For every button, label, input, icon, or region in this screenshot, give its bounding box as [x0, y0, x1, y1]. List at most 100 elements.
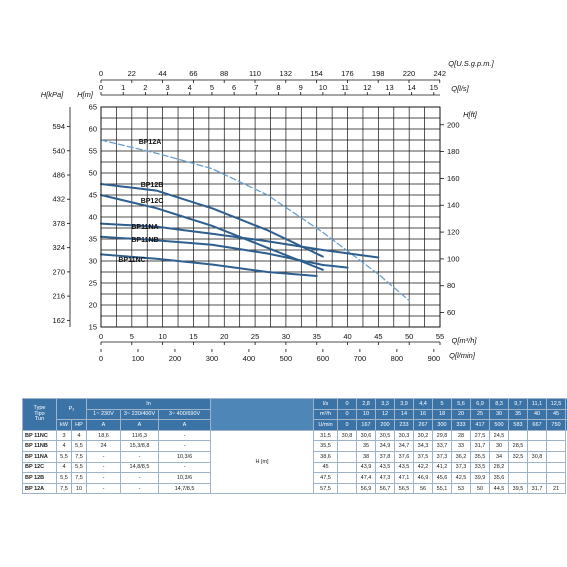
head-value: 34,3: [413, 440, 434, 452]
head-value: 45: [313, 461, 339, 474]
flow-m3h-value: 40: [527, 408, 548, 421]
tick-label-ls: 12: [363, 83, 371, 92]
tick-label-ls: 0: [99, 83, 103, 92]
power-hp: 7,5: [71, 472, 87, 484]
header-ls: l/s: [313, 398, 339, 410]
head-value: 35,6: [489, 472, 510, 484]
axis-title-kpa: H[kPa]: [41, 90, 64, 99]
tick-label-lmin: 300: [206, 354, 219, 363]
flow-m3h-value: 45: [546, 408, 567, 421]
current-3ph-230-400: 14,8/8,5: [120, 461, 159, 474]
header-a: A: [86, 419, 121, 431]
curve-label-bp11nc: BP11NC: [118, 257, 145, 264]
tick-label-usgpm: 66: [189, 69, 197, 78]
tick-label-kpa: 432: [52, 195, 65, 204]
pump-type: BP 11NA: [22, 450, 57, 463]
plot-frame: [100, 106, 441, 328]
head-value: 33,5: [470, 461, 491, 474]
tick-label-h-m: 30: [89, 257, 97, 266]
flow-lmin-value: 300: [432, 419, 453, 431]
head-value: 37,8: [375, 450, 396, 463]
pump-type: BP 11NB: [22, 440, 57, 452]
header-spacer: [210, 398, 315, 431]
tick-label-m3h: 0: [99, 332, 103, 341]
head-value: 50: [470, 482, 491, 495]
head-value: 38,6: [313, 450, 339, 463]
current-1ph: 24: [86, 440, 121, 452]
head-value: 53: [451, 482, 472, 495]
head-value: [546, 429, 567, 442]
flow-m3h-value: 50: [565, 408, 567, 421]
head-value: 42,5: [451, 472, 472, 484]
current-3ph-400-690: 14,7/8,5: [157, 482, 212, 495]
tick-label-lmin: 400: [243, 354, 256, 363]
tick-label-ls: 4: [188, 83, 192, 92]
head-value: [527, 440, 548, 452]
head-value: 30,5: [375, 429, 396, 442]
head-value: 32,5: [508, 450, 529, 463]
tick-label-usgpm: 132: [280, 69, 293, 78]
head-value: 34,7: [394, 440, 415, 452]
curve-label-bp11na: BP11NA: [131, 224, 158, 231]
table-header-row: Type Tipo Tun P₂ In l/s 0 2,8 3,3 3,9 4,4 5 5,6 6,9…: [22, 397, 567, 431]
curve-bp11nb: [100, 235, 349, 269]
head-value: [546, 440, 567, 452]
axis-title-ft: H[ft]: [463, 110, 478, 119]
table-header: Type Tipo Tun P₂ In l/s 0 2,8 3,3 3,9 4,4 5 5,6 6,9…: [22, 397, 567, 431]
tick-label-ft: 120: [447, 228, 460, 237]
head-value: 27,5: [470, 429, 491, 442]
tick-label-ls: 15: [430, 83, 438, 92]
current-1ph: -: [86, 482, 121, 495]
head-value: [508, 429, 529, 442]
head-value: [337, 440, 358, 452]
table-row: BP 12A 7,5 10- -14,7/8,5 57,5 56,9 56,7 56,5 56 5…: [22, 482, 567, 495]
head-value: 43,9: [356, 461, 377, 474]
axis-title-lmin: Q[l/min]: [449, 351, 476, 360]
head-value: 45,6: [432, 472, 453, 484]
head-value: [527, 429, 548, 442]
flow-lmin-value: 417: [470, 419, 491, 431]
tick-label-ls: 5: [210, 83, 214, 92]
power-hp: 10: [71, 482, 87, 495]
flow-lmin-value: 267: [413, 419, 434, 431]
curve-label-bp11nb: BP11NB: [131, 237, 158, 244]
flow-m3h-value: 16: [413, 408, 434, 421]
curve-bp11na: [100, 222, 380, 259]
flow-ls-value: 5,6: [451, 398, 472, 410]
head-value: 39,9: [470, 472, 491, 484]
tick-label-ls: 7: [254, 83, 258, 92]
tick-label-ls: 14: [407, 83, 415, 92]
tick-label-h-m: 65: [89, 103, 97, 112]
curve-label-bp12b: BP12B: [141, 182, 164, 189]
current-1ph: -: [86, 461, 121, 474]
flow-ls-value: 3,3: [375, 398, 396, 410]
header-a: A: [157, 419, 212, 431]
tick-label-m3h: 50: [405, 332, 413, 341]
flow-ls-value: 12,5: [546, 398, 567, 410]
flow-lmin-value: 500: [489, 419, 510, 431]
tick-label-ft: 140: [447, 201, 460, 210]
head-value: 37,6: [394, 450, 415, 463]
flow-m3h-value: 14: [394, 408, 415, 421]
tick-label-kpa: 324: [52, 243, 65, 252]
pump-type: BP 12B: [22, 472, 57, 484]
flow-ls-value: 8,3: [489, 398, 510, 410]
performance-table: Type Tipo Tun P₂ In l/s 0 2,8 3,3 3,9 4,4 5 5,6 6,9…: [22, 397, 567, 495]
flow-m3h-value: 0: [337, 408, 358, 421]
curves: BP12A BP12B BP12C BP11NA BP11NB BP11NC: [100, 139, 410, 302]
curve-label-bp12c: BP12C: [141, 198, 164, 205]
flow-ls-value: 5: [432, 398, 453, 410]
tick-label-usgpm: 44: [158, 69, 166, 78]
header-3ph-400-690v: 3~ 400/690V: [157, 408, 212, 421]
head-value: [337, 461, 358, 474]
flow-ls-value: 4,4: [413, 398, 434, 410]
head-value: 30,8: [337, 429, 358, 442]
head-value: 56,7: [375, 482, 396, 495]
header-h-m: H [m]: [210, 429, 315, 495]
header-p2: P₂: [56, 397, 87, 421]
curve-bp12a: [100, 139, 410, 302]
tick-label-lmin: 600: [317, 354, 330, 363]
head-value: 37,3: [432, 450, 453, 463]
tick-label-lmin: 0: [99, 354, 103, 363]
tick-label-ls: 2: [143, 83, 147, 92]
